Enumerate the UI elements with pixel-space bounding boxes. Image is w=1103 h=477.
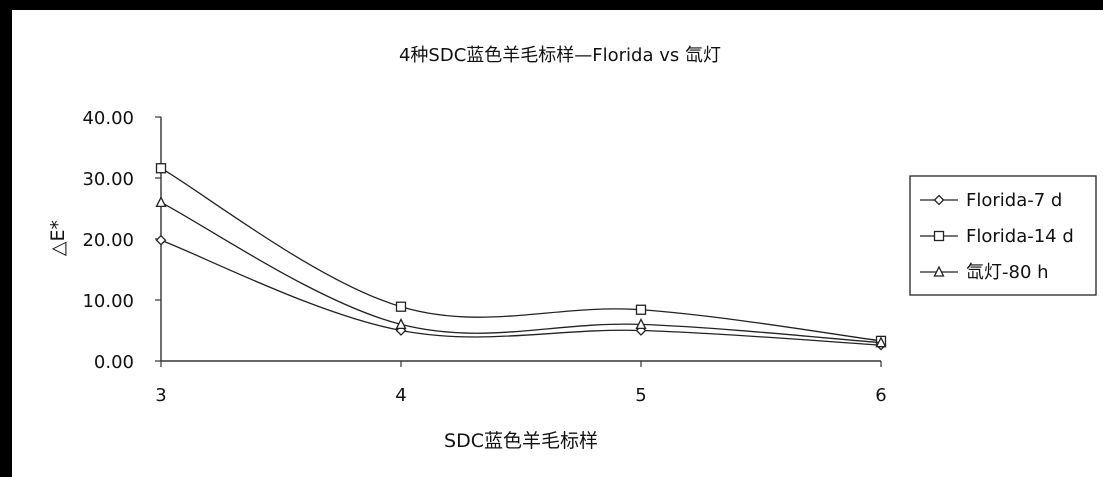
chart-axes: 0.00 10.00 20.00 30.00 40.00 3 4 5 6	[82, 108, 886, 406]
legend-marker	[933, 230, 945, 242]
x-tick-label: 6	[875, 385, 886, 406]
window-frame-top	[0, 0, 1103, 10]
legend-label: Florida-7 d	[966, 190, 1062, 211]
y-axis-label: △E*	[47, 220, 69, 256]
data-point-series-1	[155, 234, 167, 246]
data-point-series-3	[875, 336, 887, 348]
data-point-series-2	[155, 163, 167, 174]
legend-marker	[933, 265, 945, 277]
x-axis-label: SDC蓝色羊毛标样	[444, 430, 598, 452]
y-tick-label: 30.00	[82, 169, 134, 190]
y-tick-label: 40.00	[82, 108, 134, 129]
x-tick-label: 5	[635, 385, 646, 406]
chart-title: 4种SDC蓝色羊毛标样—Florida vs 氙灯	[399, 45, 721, 66]
data-point-series-3	[155, 195, 167, 208]
series-line-1	[160, 239, 882, 346]
data-point-series-2	[395, 301, 407, 312]
series-line-2	[160, 167, 882, 342]
y-tick-label: 0.00	[94, 352, 134, 373]
legend-label: Florida-14 d	[966, 226, 1074, 247]
y-tick-label: 10.00	[82, 291, 134, 312]
series-line-3	[160, 201, 882, 344]
window-frame-left	[0, 0, 12, 477]
data-point-series-3	[395, 317, 407, 330]
legend: Florida-7 d Florida-14 d 氙灯-80 h	[909, 175, 1097, 296]
x-tick-label: 4	[395, 385, 406, 406]
y-tick-label: 20.00	[82, 230, 134, 251]
data-point-series-3	[635, 317, 647, 330]
x-tick-label: 3	[155, 385, 166, 406]
legend-marker	[933, 194, 945, 206]
series-layer	[155, 163, 887, 351]
data-point-series-2	[635, 304, 647, 315]
legend-label: 氙灯-80 h	[966, 262, 1049, 283]
